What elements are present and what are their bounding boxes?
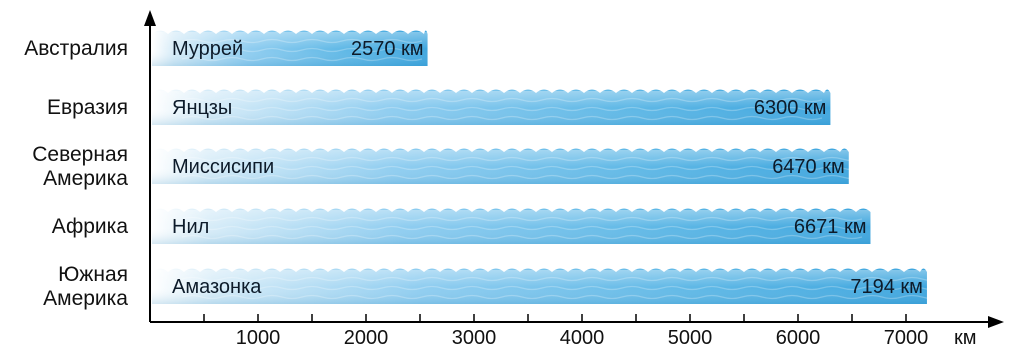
bar-ripple (181, 285, 943, 291)
category-label: Америка (43, 287, 128, 310)
x-tick-label: 7000 (884, 327, 929, 347)
x-axis-arrow-icon (988, 316, 1004, 328)
bar-ripple (181, 216, 863, 222)
category-label: Южная (58, 263, 128, 286)
ticks-layer: 1000 2000 3000 4000 5000 6000 7000 (203, 314, 929, 347)
bar-river-name: Муррей (172, 38, 243, 60)
x-tick-label: 5000 (668, 327, 713, 347)
bar-river-name: Миссисипи (172, 156, 274, 178)
bar-ripple (181, 97, 823, 103)
bar-ripple (181, 156, 863, 162)
bar-ripple (181, 225, 863, 231)
bar-group: Миссисипи 6470 км (152, 148, 863, 184)
bar-ripple (181, 174, 863, 180)
y-axis-arrow-icon (144, 10, 156, 26)
x-tick-label: 3000 (452, 327, 497, 347)
bars-layer: Муррей 2570 км Австралия Янцзы 6300 км Еврази… (24, 30, 943, 310)
category-label: Австралия (24, 37, 128, 60)
bar-value-label: 6300 км (754, 97, 827, 119)
bar-ripple (181, 234, 863, 240)
bar-ripple (181, 56, 423, 62)
bar-shine (152, 91, 831, 125)
bar-shine (152, 32, 428, 66)
axes-layer (144, 10, 1004, 328)
x-tick-label: 4000 (560, 327, 605, 347)
bar-group: Янцзы 6300 км (152, 89, 831, 125)
x-axis-unit-label: км (954, 327, 977, 347)
bar-group: Нил 6671 км (152, 208, 871, 244)
x-tick-label: 1000 (236, 327, 281, 347)
category-label: Северная (32, 143, 128, 166)
bar-ripple (181, 47, 423, 53)
bar-ripple (181, 38, 423, 44)
bar-value-label: 6470 км (772, 156, 845, 178)
bar-shine (152, 210, 871, 244)
bar-river-name: Нил (172, 216, 209, 238)
bar-shine (152, 150, 849, 184)
bar-group: Амазонка 7194 км (152, 268, 943, 304)
bar-group: Муррей 2570 км (152, 30, 428, 66)
bar-ripple (181, 276, 943, 282)
bar-river-name: Амазонка (172, 276, 262, 298)
bar-ripple (181, 106, 823, 112)
category-label: Америка (43, 167, 128, 190)
category-label: Африка (52, 215, 129, 238)
bar-value-label: 7194 км (850, 276, 923, 298)
bar-value-label: 6671 км (794, 216, 867, 238)
x-tick-label: 2000 (344, 327, 389, 347)
category-label: Евразия (47, 96, 128, 119)
bar-value-label: 2570 км (351, 38, 424, 60)
bar-ripple (181, 165, 863, 171)
x-tick-label: 6000 (776, 327, 821, 347)
bar-river-name: Янцзы (172, 97, 232, 119)
bar-shine (152, 270, 927, 304)
bar-ripple (181, 294, 943, 300)
bar-ripple (181, 115, 823, 121)
